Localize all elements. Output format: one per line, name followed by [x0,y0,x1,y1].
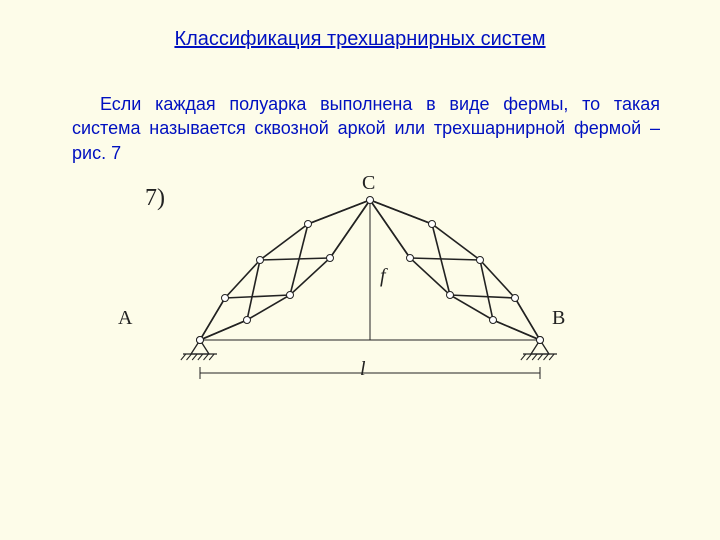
dimension-label-f: f [380,265,386,288]
node-label-b: B [552,307,565,330]
dimension-label-l: l [360,358,366,381]
body-paragraph: Если каждая полуарка выполнена в виде фе… [72,92,660,165]
truss-arch-diagram [150,180,590,410]
node-label-c: C [362,172,375,195]
page-title: Классификация трехшарнирных систем [0,28,720,51]
node-label-a: A [118,307,132,330]
